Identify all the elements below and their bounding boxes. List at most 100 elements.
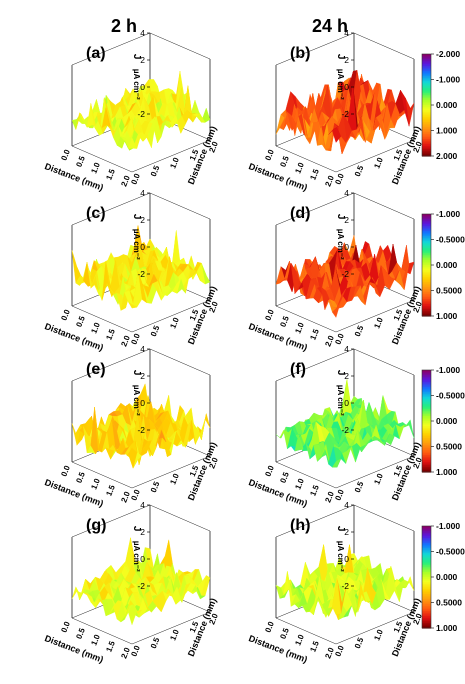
colorbar-segment — [422, 57, 431, 60]
colorbar-segment — [422, 110, 431, 113]
colorbar-segment — [422, 388, 431, 391]
box-edge — [131, 611, 211, 645]
colorbar-segment — [422, 465, 431, 468]
colorbar-segment — [422, 556, 431, 559]
colorbar-tick-label: 0.000 — [436, 416, 458, 426]
y-tick-label: 0.0 — [333, 488, 346, 502]
y-tick-label: 1.5 — [188, 148, 201, 162]
colorbar-segment — [422, 529, 431, 532]
x-tick-label: 1.5 — [104, 327, 117, 341]
z-tick-label: -2 — [137, 109, 145, 119]
colorbar-segment — [422, 371, 431, 374]
colorbar-segment — [422, 299, 431, 302]
colorbar-segment — [422, 128, 431, 132]
y-tick-label: 0.5 — [149, 480, 162, 494]
surface — [71, 383, 211, 469]
colorbar-segment — [422, 103, 431, 106]
surface-facet — [128, 604, 138, 626]
colorbar-segment — [422, 91, 431, 94]
colorbar-tick-label: 0.5000 — [436, 598, 462, 608]
x-tick-label: 0.5 — [74, 314, 87, 328]
box-edge — [71, 145, 133, 173]
z-tick-label: 2 — [344, 527, 349, 537]
surface — [275, 544, 415, 621]
panel-label: (e) — [86, 361, 106, 378]
colorbar-segment — [422, 150, 431, 154]
colorbar-segment — [422, 259, 431, 263]
z-axis-unit: µA cm⁻² — [132, 541, 141, 572]
z-tick-label: 2 — [140, 215, 145, 225]
colorbar-segment — [422, 287, 431, 290]
x-tick-label: 2.0 — [119, 646, 132, 660]
colorbar-segment — [422, 105, 431, 108]
y-tick-label: 2.0 — [207, 456, 220, 470]
colorbar-segment — [422, 236, 431, 239]
z-tick-label: 2 — [344, 55, 349, 65]
colorbar-segment — [422, 470, 431, 473]
z-tick-label: 4 — [344, 344, 349, 354]
colorbar-tick-label: 1.000 — [436, 311, 458, 321]
colorbar-segment — [422, 453, 431, 456]
y-tick-label: 2.0 — [411, 300, 424, 314]
x-tick-label: 2.0 — [119, 174, 132, 188]
x-tick-label: 1.0 — [89, 633, 102, 647]
colorbar-segment — [422, 152, 431, 155]
colorbar-segment — [422, 526, 431, 529]
colorbar-tick-label: -0.5000 — [436, 235, 465, 245]
colorbar-segment — [422, 280, 431, 283]
box-edge — [71, 348, 151, 382]
colorbar-tick-label: -1.000 — [436, 521, 460, 531]
colorbar-segment — [422, 616, 431, 619]
y-tick-label: 1.5 — [392, 148, 405, 162]
colorbar-segment — [422, 537, 431, 541]
z-tick-label: 0 — [140, 82, 145, 92]
colorbar-tick-label: 0.000 — [436, 572, 458, 582]
y-tick-label: 1.5 — [188, 620, 201, 634]
colorbar-segment — [422, 74, 431, 77]
colorbar-segment — [422, 144, 431, 147]
colorbar-segment — [422, 137, 431, 140]
colorbar-segment — [422, 127, 431, 130]
z-tick-label: 4 — [344, 500, 349, 510]
colorbar-segment — [422, 239, 431, 242]
colorbar-segment — [422, 380, 431, 383]
z-tick-label: 0 — [140, 554, 145, 564]
z-tick-label: 0 — [140, 242, 145, 252]
colorbar-segment — [422, 583, 431, 587]
colorbar-tick-label: 1.000 — [436, 467, 458, 477]
colorbar-tick-label: 0.000 — [436, 100, 458, 110]
colorbar-segment — [422, 570, 431, 573]
z-tick-label: 2 — [344, 215, 349, 225]
box-edge — [353, 348, 415, 376]
y-tick-label: 2.0 — [411, 140, 424, 154]
colorbar-segment — [422, 573, 431, 576]
colorbar-tick-label: 0.5000 — [436, 442, 462, 452]
colorbar-segment — [422, 417, 431, 420]
z-axis-label: J — [335, 370, 346, 376]
colorbar-segment — [422, 312, 431, 315]
colorbar-segment — [422, 229, 431, 232]
colorbar-segment — [422, 248, 431, 251]
z-tick-label: 2 — [140, 527, 145, 537]
box-edge — [131, 139, 211, 173]
box-edge — [335, 611, 415, 645]
surface-facet — [128, 137, 138, 149]
box-edge — [149, 32, 211, 60]
colorbar-segment — [422, 292, 431, 295]
colorbar-segment — [422, 560, 431, 563]
colorbar-segment — [422, 594, 431, 597]
colorbar-segment — [422, 622, 431, 626]
z-axis-unit: µA cm⁻² — [336, 229, 345, 260]
x-tick-label: 0.5 — [278, 626, 291, 640]
colorbar-segment — [422, 565, 431, 568]
colorbar-segment — [422, 443, 431, 446]
colorbar-segment — [422, 139, 431, 142]
x-tick-label: 1.5 — [104, 483, 117, 497]
colorbar-segment — [422, 617, 431, 621]
z-tick-label: 4 — [140, 500, 145, 510]
y-tick-label: 2.0 — [411, 612, 424, 626]
x-tick-label: 1.5 — [308, 483, 321, 497]
